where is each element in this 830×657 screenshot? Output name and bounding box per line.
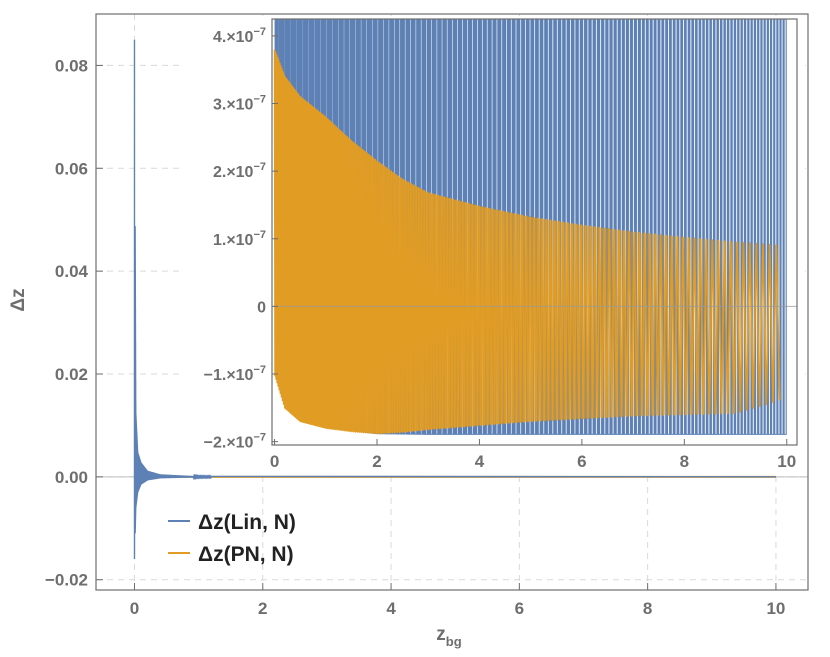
inset-x-tick-label: 4: [475, 452, 485, 471]
inset-y-tick-exponent: −7: [253, 161, 266, 173]
inset-y-tick-mantissa: 3.×10: [213, 97, 254, 114]
main-x-tick-label: 6: [515, 599, 524, 618]
inset-y-tick-mantissa: −1.×10: [204, 367, 254, 384]
main-y-tick-label: 0.00: [55, 468, 88, 487]
legend-label: Δz(PN, N): [198, 543, 294, 566]
x-axis-title: zbg: [436, 624, 461, 649]
inset-frame: [271, 18, 798, 446]
inset-y-tick-mantissa: 2.×10: [213, 164, 254, 181]
main-x-tick-label: 0: [130, 599, 139, 618]
main-y-tick-label: 0.06: [55, 159, 88, 178]
main-ticks: 0 2 4 6 8 10 −0.02 0.00 0.02 0.04 0.06 0.08: [45, 56, 785, 618]
x-axis-title-subscript: bg: [446, 634, 462, 649]
inset-plot: 0 2 4 6 8 10−2.×10−7−1.×10−701.×10−72.×10−73.…: [180, 16, 805, 474]
inset-plot-area: [273, 19, 789, 435]
main-y-tick-label: 0.08: [55, 56, 88, 75]
inset-x-tick-label: 0: [270, 452, 279, 471]
inset-y-tick-exponent: −7: [253, 364, 266, 376]
legend-label: Δz(Lin, N): [198, 511, 296, 534]
inset-x-tick-label: 2: [372, 452, 381, 471]
main-x-tick-label: 8: [643, 599, 652, 618]
inset-y-tick-label: 4.×10−7: [213, 26, 266, 46]
main-y-tick-label: −0.02: [45, 571, 88, 590]
main-x-tick-label: 10: [766, 599, 785, 618]
main-frame-rect: [95, 13, 809, 591]
main-x-tick-label: 4: [386, 599, 396, 618]
y-axis-title: Δz: [8, 288, 29, 311]
inset-y-tick-exponent: −7: [253, 94, 266, 106]
inset-y-tick-mantissa: 1.×10: [213, 232, 254, 249]
inset-y-tick-label: 2.×10−7: [213, 161, 266, 181]
series-lin-main-line: [133, 39, 776, 560]
inset-y-tick-label: −1.×10−7: [204, 364, 266, 384]
main-plot-series: [133, 39, 776, 560]
inset-y-tick-label: 1.×10−7: [213, 229, 266, 249]
series-pn-inset-line: [273, 49, 781, 435]
main-y-tick-label: 0.04: [55, 262, 89, 281]
inset-y-tick-label: 3.×10−7: [213, 94, 266, 114]
inset-y-tick-exponent: −7: [253, 229, 266, 241]
main-axes-frame: [95, 13, 809, 591]
inset-y-tick-exponent: −7: [253, 432, 266, 444]
x-axis-title-main: z: [436, 624, 446, 645]
legend: Δz(Lin, N) Δz(PN, N): [168, 511, 296, 566]
inset-x-tick-label: 6: [577, 452, 586, 471]
main-x-tick-label: 2: [258, 599, 267, 618]
inset-y-tick-label: −2.×10−7: [204, 432, 266, 452]
inset-y-tick-mantissa: −2.×10: [204, 435, 254, 452]
inset-x-tick-label: 10: [777, 452, 796, 471]
inset-y-tick-label: 0: [257, 299, 266, 316]
main-y-tick-label: 0.02: [55, 365, 88, 384]
inset-x-tick-label: 8: [680, 452, 689, 471]
inset-y-tick-mantissa: 4.×10: [213, 29, 254, 46]
inset-y-tick-exponent: −7: [253, 26, 266, 38]
